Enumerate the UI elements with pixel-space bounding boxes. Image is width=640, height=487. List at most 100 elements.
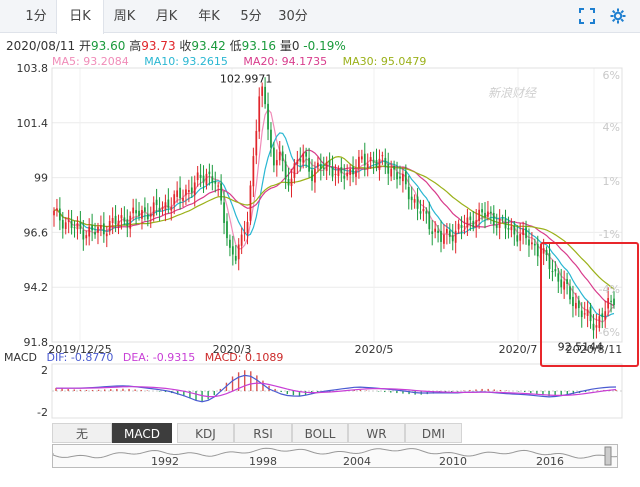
tab-4[interactable]: 年K	[198, 9, 220, 24]
ma5-label: MA5: 93.2084	[52, 55, 129, 68]
tab-5[interactable]: 5分	[240, 9, 262, 24]
candle-body	[284, 161, 287, 180]
candle-body	[390, 168, 393, 177]
indicator-1[interactable]: MACD	[112, 423, 172, 443]
pct-tick-label: 6%	[603, 69, 620, 82]
candle-body	[308, 157, 310, 172]
chart-grid	[51, 67, 623, 343]
candle-body	[472, 220, 475, 228]
candle-body	[196, 172, 199, 181]
candle-body	[598, 316, 601, 328]
candle-body	[270, 129, 272, 148]
indicator-6[interactable]: DMI	[405, 423, 462, 443]
candle-body	[519, 234, 522, 241]
candle-body	[428, 211, 431, 230]
candle-body	[322, 167, 325, 170]
settings-icon[interactable]	[610, 8, 626, 24]
y-tick-label: 94.2	[24, 281, 49, 294]
navigator-year: 2004	[343, 455, 371, 467]
candle-body	[463, 226, 466, 228]
candle-body	[475, 220, 478, 227]
indicator-4[interactable]: BOLL	[292, 423, 348, 443]
candle-body	[542, 248, 545, 254]
candle-body	[337, 169, 340, 177]
high-label: 高	[129, 39, 142, 53]
candle-body	[164, 202, 167, 210]
candle-body	[466, 217, 469, 228]
candle-body	[551, 271, 554, 273]
candle-body	[498, 218, 501, 228]
macd-tick-label: -2	[37, 406, 48, 419]
candle-body	[416, 196, 419, 209]
candle-body	[293, 163, 296, 178]
candle-body	[85, 235, 88, 239]
min-annotation: 92.5144	[558, 341, 604, 354]
tab-3[interactable]: 月K	[155, 9, 178, 24]
candle-body	[287, 178, 290, 186]
axis-labels: 103.8 101.4 99 96.6 94.2 91.8 6% 4% 1% -1% -4% -6% 2…	[17, 62, 623, 356]
ma20-label: MA20: 94.1735	[243, 55, 328, 68]
x-tick-label: 2020/3	[213, 343, 252, 356]
candle-body	[533, 243, 536, 246]
x-tick-label: 2020/8/11	[566, 343, 622, 356]
low-label: 低	[229, 39, 242, 53]
candle-body	[193, 182, 196, 196]
candle-body	[146, 214, 149, 220]
candle-body	[246, 221, 249, 234]
tab-0[interactable]: 1分	[25, 9, 47, 24]
candle-body	[443, 234, 445, 244]
candle-body	[422, 208, 425, 212]
indicator-2[interactable]: KDJ	[177, 423, 234, 443]
candle-body	[141, 210, 143, 219]
candle-body	[363, 153, 366, 166]
pct-tick-label: 1%	[603, 175, 620, 188]
candle-body	[407, 186, 410, 200]
candle-body	[135, 210, 137, 214]
fullscreen-icon[interactable]	[579, 8, 595, 24]
pct-tick-label: 4%	[603, 121, 620, 134]
candle-body	[513, 225, 516, 235]
candle-body	[108, 220, 111, 232]
navigator-series	[53, 447, 617, 459]
candle-body	[170, 206, 173, 211]
candle-body	[249, 185, 252, 221]
time-navigator[interactable]: 1992 1998 2004 2010 2016	[52, 444, 618, 468]
candle-body	[94, 231, 96, 235]
ma20-line	[53, 149, 615, 307]
candle-body	[501, 218, 504, 220]
candle-body	[352, 166, 354, 175]
info-date: 2020/08/11	[6, 39, 76, 53]
indicator-0[interactable]: 无	[52, 423, 112, 443]
indicator-3[interactable]: RSI	[234, 423, 292, 443]
navigator-handle[interactable]	[604, 446, 612, 466]
candle-body	[481, 209, 483, 213]
candle-body	[369, 157, 372, 162]
candle-body	[202, 175, 205, 183]
highlight-box	[540, 242, 639, 367]
candle-body	[258, 96, 261, 132]
y-tick-label: 96.6	[24, 226, 49, 239]
candle-body	[76, 223, 79, 230]
candle-body	[575, 302, 577, 309]
y-tick-label: 99	[34, 172, 48, 185]
candle-body	[70, 220, 73, 228]
open-label: 开	[79, 39, 92, 53]
tab-2[interactable]: 周K	[113, 9, 136, 24]
indicator-5[interactable]: WR	[348, 423, 405, 443]
ma30-line	[53, 155, 615, 290]
high-value: 93.73	[141, 39, 176, 53]
dea-label: DEA: -0.9315	[122, 351, 196, 364]
x-tick-label: 2019/12/25	[48, 343, 111, 356]
candle-body	[73, 227, 76, 229]
tab-6[interactable]: 30分	[278, 9, 308, 24]
tab-1[interactable]: 日K	[56, 0, 104, 34]
candle-body	[234, 255, 237, 261]
candles	[53, 77, 615, 339]
candle-body	[545, 249, 548, 256]
open-value: 93.60	[91, 39, 126, 53]
candle-body	[548, 253, 551, 270]
candle-body	[393, 165, 395, 170]
candle-body	[396, 172, 398, 180]
navigator-year: 2010	[439, 455, 467, 467]
